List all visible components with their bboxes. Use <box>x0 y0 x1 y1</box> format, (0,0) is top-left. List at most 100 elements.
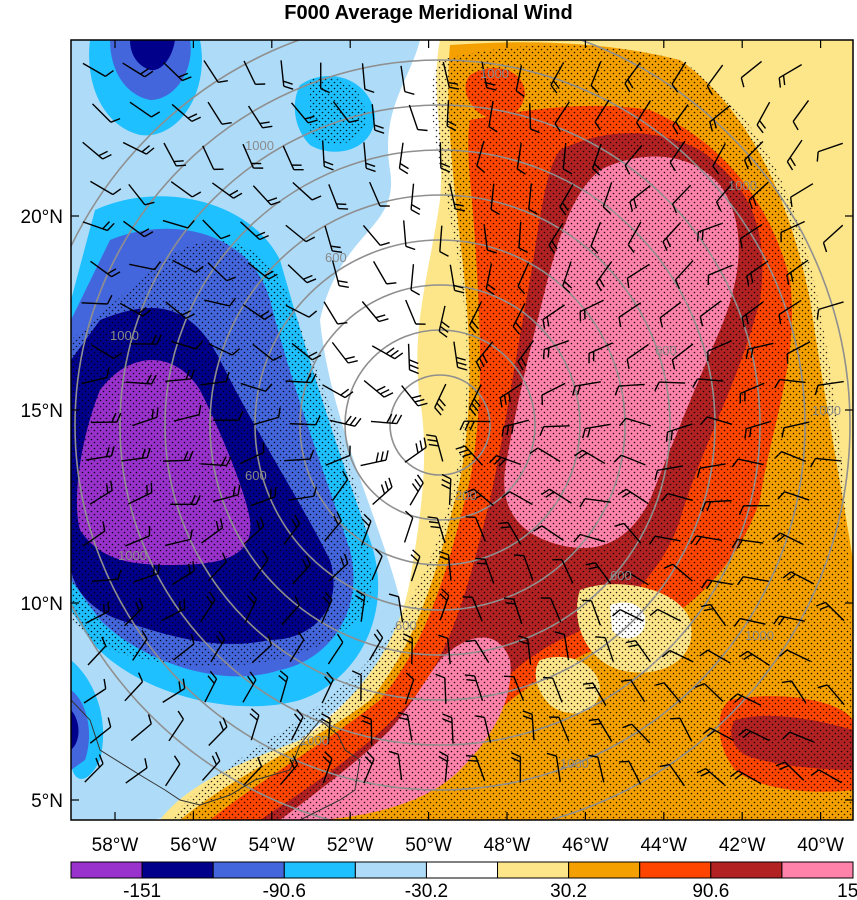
wind-barb <box>240 382 273 392</box>
range-ring <box>299 284 581 566</box>
x-tick-label: 58°W <box>92 835 139 856</box>
wind-barb <box>122 62 154 78</box>
wind-barb <box>403 510 414 543</box>
wind-barb <box>125 758 148 784</box>
wind-barb <box>282 145 304 171</box>
wind-barb <box>654 465 684 481</box>
wind-barb <box>161 598 186 622</box>
wind-barb <box>371 345 404 360</box>
wind-barb <box>559 184 574 216</box>
ring-label: 600 <box>655 343 677 358</box>
wind-barb <box>291 342 322 361</box>
wind-barb <box>626 263 650 289</box>
wind-barb <box>475 341 494 371</box>
wind-barb <box>170 181 202 198</box>
wind-barb <box>614 522 642 544</box>
wind-barb <box>465 516 487 542</box>
wind-barb <box>133 563 160 583</box>
wind-barb <box>591 143 602 176</box>
wind-barb <box>280 755 299 785</box>
wind-barb <box>407 343 419 375</box>
wind-barb <box>321 671 334 704</box>
wind-barb <box>636 100 652 132</box>
wind-contour-neg-90 <box>71 690 90 770</box>
wind-barb <box>290 708 304 741</box>
wind-barb <box>442 713 454 744</box>
wind-barb <box>82 221 115 232</box>
wind-barb <box>409 474 424 506</box>
x-tick-label: 54°W <box>248 835 295 856</box>
wind-barb <box>325 445 351 466</box>
colorbar-label: -90.6 <box>263 881 306 900</box>
wind-barb <box>439 225 449 257</box>
ring-label: 1000 <box>812 403 841 418</box>
wind-barb <box>203 60 228 83</box>
wind-barb <box>529 447 561 463</box>
colorbar-label: -151 <box>123 881 161 900</box>
map-title: F000 Average Meridional Wind <box>284 2 573 24</box>
colorbar-swatch <box>141 861 214 879</box>
wind-barb <box>665 423 693 442</box>
wind-barb <box>590 61 602 94</box>
wind-barb <box>583 682 607 706</box>
wind-barb <box>448 183 466 212</box>
ring-label: 600 <box>245 468 267 483</box>
wind-barb <box>90 412 122 424</box>
wind-barb <box>464 674 484 701</box>
wind-barb <box>91 344 123 360</box>
wind-barb <box>398 142 409 175</box>
wind-barb <box>590 221 602 254</box>
wind-barb <box>810 769 842 784</box>
wind-barb <box>438 634 451 665</box>
wind-barb <box>210 630 226 662</box>
wind-barb <box>789 183 814 208</box>
wind-barb <box>588 342 614 364</box>
wind-barb <box>207 101 232 125</box>
colorbar-label: 30.2 <box>550 881 587 900</box>
ring-label: 1000 <box>300 733 329 748</box>
wind-barb <box>465 755 486 782</box>
wind-barb <box>207 262 237 282</box>
wind-barb <box>498 521 522 546</box>
wind-barb <box>125 526 151 547</box>
wind-barbs <box>81 60 845 787</box>
plot-frame <box>70 39 854 821</box>
wind-barb <box>331 470 349 502</box>
wind-barb <box>622 723 651 744</box>
wind-barb <box>672 104 689 135</box>
wind-barb <box>361 301 389 323</box>
wind-barb <box>320 713 331 745</box>
wind-barb <box>202 219 231 240</box>
wind-barb <box>449 264 465 294</box>
wind-barb <box>402 220 416 251</box>
wind-barb <box>81 294 113 305</box>
wind-barb <box>817 684 845 706</box>
wind-barb <box>562 143 573 175</box>
wind-barb <box>292 181 322 201</box>
wind-barb <box>361 63 375 94</box>
wind-barb <box>774 451 807 463</box>
wind-barb <box>284 449 315 462</box>
wind-barb <box>361 715 373 746</box>
wind-barb <box>512 303 526 335</box>
wind-barb <box>132 630 148 661</box>
wind-barb <box>410 264 420 296</box>
wind-barb <box>707 340 733 362</box>
wind-barb <box>773 615 806 626</box>
wind-barb <box>131 334 162 345</box>
wind-barb <box>485 263 496 296</box>
wind-barb <box>292 555 311 585</box>
wind-barb <box>464 488 494 507</box>
wind-barb <box>204 297 237 307</box>
wind-barb <box>481 61 497 91</box>
wind-barb <box>324 511 343 542</box>
wind-barb <box>280 60 294 90</box>
wind-barb <box>542 340 570 360</box>
wind-barb <box>572 381 601 396</box>
colorbar-swatch <box>781 861 854 879</box>
wind-barb <box>327 633 344 665</box>
wind-barb <box>439 142 451 173</box>
wind-barb <box>208 717 228 747</box>
wind-barb <box>816 142 843 162</box>
